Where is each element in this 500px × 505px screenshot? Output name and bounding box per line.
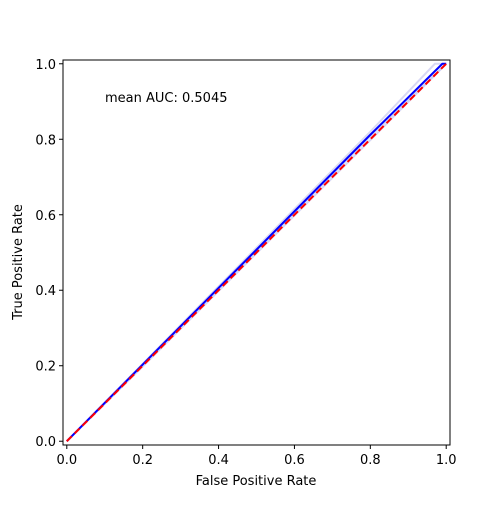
auc-annotation: mean AUC: 0.5045 <box>105 91 227 106</box>
chance-line-line-4 <box>66 63 447 442</box>
x-axis-label: False Positive Rate <box>196 474 317 489</box>
y-tick-label: 0.4 <box>35 284 56 299</box>
x-tick-label: 0.8 <box>360 453 381 468</box>
x-tick-label: 1.0 <box>436 453 457 468</box>
x-tick-label: 0.2 <box>132 453 153 468</box>
y-axis-ticks: 0.0 0.2 0.4 0.6 0.8 1.0 <box>35 58 63 450</box>
plot-frame <box>62 59 451 446</box>
y-axis-label: True Positive Rate <box>11 204 26 321</box>
series-layer <box>66 62 447 442</box>
mean-curve-line-3 <box>66 62 447 442</box>
x-tick-label: 0.0 <box>56 453 77 468</box>
y-tick-label: 0.8 <box>35 133 56 148</box>
x-tick-label: 0.6 <box>284 453 305 468</box>
y-tick-label: 1.0 <box>35 58 56 73</box>
y-tick-label: 0.0 <box>35 435 56 450</box>
y-tick-label: 0.6 <box>35 209 56 224</box>
y-tick-label: 0.2 <box>35 360 56 375</box>
x-axis-ticks: 0.0 0.2 0.4 0.6 0.8 1.0 <box>56 445 457 468</box>
x-tick-label: 0.4 <box>208 453 229 468</box>
